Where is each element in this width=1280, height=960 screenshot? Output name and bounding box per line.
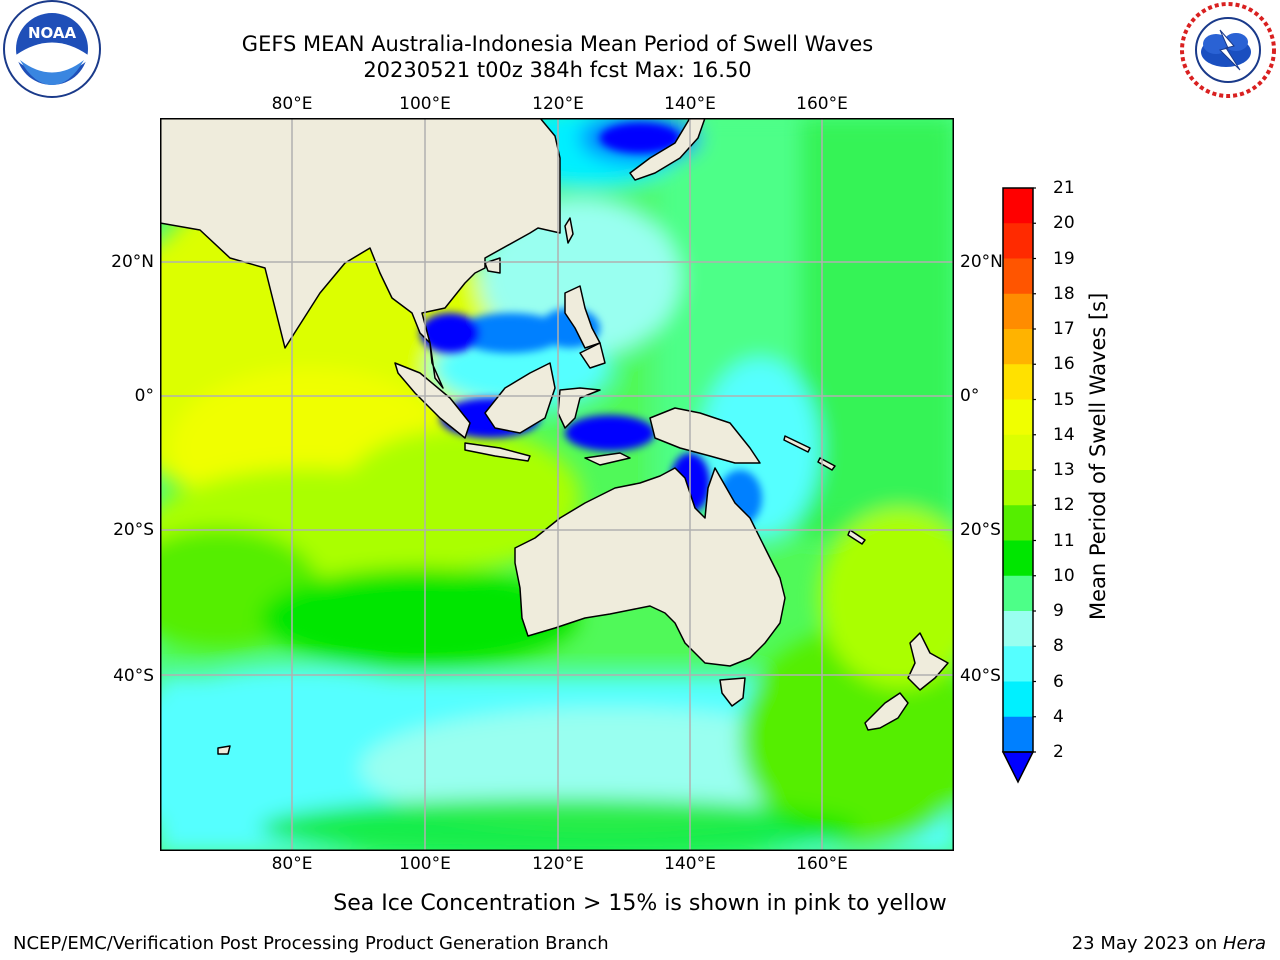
lon-tick-top-80: 80°E <box>271 94 313 114</box>
colorbar-tick-label: 2 <box>1053 742 1064 762</box>
footer-machine: Hera <box>1222 933 1266 954</box>
colorbar-tick-label: 4 <box>1053 706 1064 727</box>
lat-tick-right-20s: 20°S <box>960 520 1001 540</box>
lon-tick-bottom-120: 120°E <box>532 854 584 874</box>
colorbar-bin <box>1003 505 1033 541</box>
colorbar-tick-label: 21 <box>1053 178 1075 198</box>
lon-tick-bottom-140: 140°E <box>664 854 716 874</box>
colorbar-tick-label: 16 <box>1053 354 1075 375</box>
footer-date-text: 23 May 2023 on <box>1071 933 1223 954</box>
lon-tick-bottom-100: 100°E <box>399 854 451 874</box>
lon-tick-top-100: 100°E <box>399 94 451 114</box>
colorbar-tick-label: 17 <box>1053 319 1075 339</box>
lat-tick-right-0: 0° <box>960 386 980 406</box>
colorbar-label: Mean Period of Swell Waves [s] <box>1086 292 1110 620</box>
noaa-logo: NOAA <box>0 0 104 104</box>
lon-tick-top-160: 160°E <box>796 94 848 114</box>
colorbar-bin <box>1003 540 1033 577</box>
colorbar <box>1000 186 1036 786</box>
colorbar-tick-label: 13 <box>1053 460 1075 480</box>
colorbar-tick-label: 9 <box>1053 601 1064 621</box>
land-masses <box>160 118 949 755</box>
colorbar-bin <box>1003 575 1033 612</box>
colorbar-bin <box>1003 364 1033 400</box>
noaa-logo-text: NOAA <box>28 24 77 42</box>
chart-title-line2: 20230521 t00z 384h fcst Max: 16.50 <box>363 58 752 82</box>
colorbar-tick-label: 18 <box>1053 283 1075 304</box>
lat-tick-left-0: 0° <box>134 386 154 406</box>
colorbar-bin <box>1003 611 1033 647</box>
colorbar-extension <box>1001 751 1035 784</box>
colorbar-bin <box>1003 293 1033 330</box>
colorbar-tick-label: 6 <box>1053 671 1064 692</box>
colorbar-tick-label: 11 <box>1053 530 1075 551</box>
colorbar-tick-label: 12 <box>1053 495 1075 516</box>
map-panel <box>160 118 954 851</box>
colorbar-bin <box>1003 223 1033 259</box>
colorbar-bin <box>1003 681 1033 718</box>
colorbar-tick-label: 10 <box>1053 565 1075 586</box>
lat-tick-right-40s: 40°S <box>960 666 1001 686</box>
colorbar-bin <box>1003 399 1033 436</box>
lat-tick-right-20n: 20°N <box>960 252 1003 272</box>
lat-tick-left-20s: 20°S <box>113 520 154 540</box>
footer-branch: NCEP/EMC/Verification Post Processing Pr… <box>13 933 609 954</box>
colorbar-bin <box>1003 646 1033 682</box>
lon-tick-top-140: 140°E <box>664 94 716 114</box>
lat-tick-left-40s: 40°S <box>113 666 154 686</box>
map-frame <box>160 118 954 851</box>
footer-date: 23 May 2023 on Hera <box>1072 933 1266 954</box>
chart-title-line1: GEFS MEAN Australia-Indonesia Mean Perio… <box>241 32 874 56</box>
graticule <box>160 118 954 851</box>
colorbar-bin <box>1003 470 1033 506</box>
colorbar-bin <box>1003 716 1033 753</box>
sea-ice-note: Sea Ice Concentration > 15% is shown in … <box>333 891 947 916</box>
colorbar-bin <box>1003 188 1033 224</box>
colorbar-tick-label: 8 <box>1053 636 1064 657</box>
colorbar-bin <box>1003 434 1033 471</box>
colorbar-tick-label: 14 <box>1053 424 1075 445</box>
map-canvas <box>160 118 954 851</box>
lon-tick-bottom-160: 160°E <box>796 854 848 874</box>
colorbar-tick-label: 20 <box>1053 213 1075 234</box>
nws-logo <box>1176 0 1280 104</box>
colorbar-tick-label: 15 <box>1053 389 1075 410</box>
colorbar-tick-label: 19 <box>1053 248 1075 269</box>
colorbar-bin <box>1003 258 1033 295</box>
colorbar-bin <box>1003 329 1033 365</box>
lon-tick-bottom-80: 80°E <box>271 854 313 874</box>
lat-tick-left-20n: 20°N <box>111 252 154 272</box>
lon-tick-top-120: 120°E <box>532 94 584 114</box>
